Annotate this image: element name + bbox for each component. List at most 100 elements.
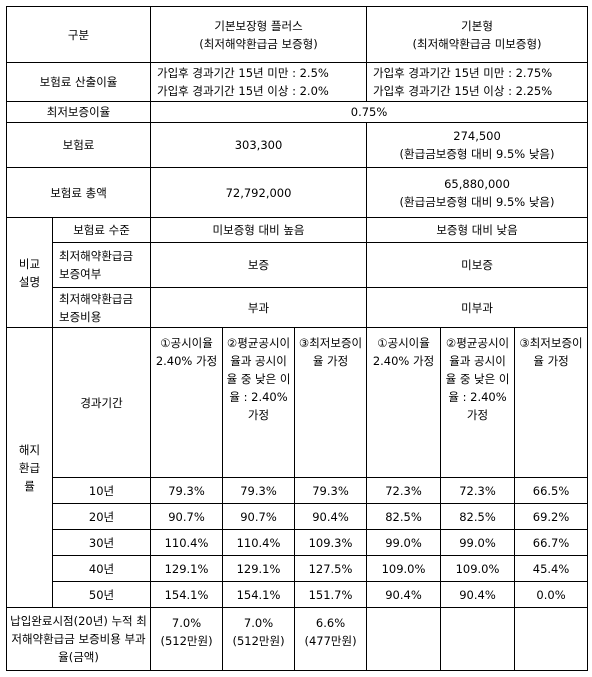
paid-line: (477만원) — [304, 634, 357, 648]
tr: 최저해약환급금 보증비용 부과 미부과 — [7, 287, 589, 328]
tr: 보험료 총액 72,792,000 65,880,000 (환급금보증형 대비 9… — [5, 167, 589, 218]
refund-row: 40년 129.1% 129.1% 127.5% 109.0% 109.0% 45.4% — [7, 555, 589, 582]
refund-row: 20년 90.7% 90.7% 90.4% 82.5% 82.5% 69.2% — [7, 503, 589, 530]
td: 가입후 경과기간 15년 미만 : 2.5% 가입후 경과기간 15년 이상 : … — [150, 62, 368, 102]
refund-row: 50년 154.1% 154.1% 151.7% 90.4% 90.4% 0.0% — [7, 581, 589, 608]
scenario: ②평균공시이율과 공시이율 중 낮은 이율 : 2.40% 가정 — [222, 327, 296, 478]
total-note: (환급금보증형 대비 9.5% 낮음) — [399, 194, 555, 209]
refund-rate: 90.7% — [150, 503, 224, 530]
comparison-table: 구분 기본보장형 플러스 (최저해약환급금 보증형) 기본형 (최저해약환급금 미보… — [5, 6, 589, 671]
rate-line: 가입후 경과기간 15년 이상 : 2.25% — [373, 84, 553, 98]
empty-cell — [366, 607, 442, 671]
period: 10년 — [51, 477, 152, 504]
paid-cell: 7.0% (512만원) — [222, 607, 296, 671]
cell: 미부과 — [366, 287, 589, 328]
cell: 보증형 대비 낮음 — [366, 217, 589, 243]
refund-row: 30년 110.4% 110.4% 109.3% 99.0% 99.0% 66.7% — [7, 529, 589, 556]
refund-rate: 109.0% — [440, 555, 516, 582]
paid-line: 7.0% — [243, 616, 274, 630]
paid-line: 6.6% — [315, 616, 346, 630]
product-name: 기본보장형 플러스 — [214, 18, 303, 33]
refund-rate: 127.5% — [294, 555, 368, 582]
td: 비교 설명 — [6, 217, 53, 328]
refund-rate: 79.3% — [294, 477, 368, 504]
refund-rate: 90.7% — [222, 503, 296, 530]
refund-rate: 79.3% — [222, 477, 296, 504]
total-value: 72,792,000 — [150, 167, 368, 218]
refund-rate: 72.3% — [440, 477, 516, 504]
refund-rate: 90.4% — [440, 581, 516, 608]
period: 20년 — [51, 503, 152, 530]
row-label: 보험료 산출이율 — [5, 62, 152, 102]
refund-rate: 109.3% — [294, 529, 368, 556]
refund-rate: 129.1% — [150, 555, 224, 582]
tr: 납입완료시점(20년) 누적 최저해약환급금 보증비용 부과율(금액) 7.0%… — [5, 607, 589, 671]
tbody: 구분 기본보장형 플러스 (최저해약환급금 보증형) 기본형 (최저해약환급금 미보… — [5, 6, 589, 671]
refund-rate: 0.0% — [514, 581, 589, 608]
scenario: ③최저보증이율 가정 — [294, 327, 368, 478]
paid-line: (512만원) — [160, 634, 213, 648]
tr: 보험료 303,300 274,500 (환급금보증형 대비 9.5% 낮음) — [5, 122, 589, 168]
cell: 미보증 — [366, 242, 589, 288]
row-label: 납입완료시점(20년) 누적 최저해약환급금 보증비용 부과율(금액) — [5, 607, 152, 671]
premium-note: (환급금보증형 대비 9.5% 낮음) — [399, 147, 555, 161]
td: 65,880,000 (환급금보증형 대비 9.5% 낮음) — [366, 167, 589, 218]
td: 기본형 (최저해약환급금 미보증형) — [366, 6, 589, 63]
cell: 미보증형 대비 높음 — [150, 217, 368, 243]
refund-rate: 110.4% — [150, 529, 224, 556]
paid-line: 7.0% — [171, 616, 202, 630]
refund-rate: 110.4% — [222, 529, 296, 556]
tr: 최저해약환급금 보증여부 보증 미보증 — [7, 242, 589, 288]
cell: 부과 — [150, 287, 368, 328]
scenario: ①공시이율 2.40% 가정 — [150, 327, 224, 478]
refund-rate: 82.5% — [366, 503, 442, 530]
group-label: 환급 — [18, 460, 41, 475]
refund-rate: 79.3% — [150, 477, 224, 504]
scenario: ②평균공시이율과 공시이율 중 낮은 이율 : 2.40% 가정 — [440, 327, 516, 478]
empty-cell — [440, 607, 516, 671]
empty-cell — [514, 607, 589, 671]
paid-line: (512만원) — [232, 634, 285, 648]
cell: 보증 — [150, 242, 368, 288]
tr: 해지 환급 률 경과기간 ①공시이율 2.40% 가정 ②평균공시이율과 공시이율 중… — [6, 327, 589, 608]
refund-rate: 109.0% — [366, 555, 442, 582]
paid-cell: 6.6% (477만원) — [294, 607, 368, 671]
refund-rate: 90.4% — [294, 503, 368, 530]
refund-rate: 82.5% — [440, 503, 516, 530]
refund-rate: 66.7% — [514, 529, 589, 556]
refund-rate: 154.1% — [222, 581, 296, 608]
refund-rate: 66.5% — [514, 477, 589, 504]
rate-line: 가입후 경과기간 15년 미만 : 2.5% — [157, 66, 329, 80]
scenario: ③최저보증이율 가정 — [514, 327, 589, 478]
group-label: 해지 — [18, 442, 41, 457]
rate-line: 가입후 경과기간 15년 이상 : 2.0% — [157, 84, 329, 98]
td: 274,500 (환급금보증형 대비 9.5% 낮음) — [366, 122, 589, 168]
period-label: 경과기간 — [51, 327, 152, 478]
refund-rate: 72.3% — [366, 477, 442, 504]
row-label: 최저보증이율 — [5, 101, 152, 123]
row-label: 최저해약환급금 보증여부 — [51, 242, 152, 288]
header-label: 구분 — [5, 6, 152, 63]
group-label: 률 — [24, 478, 35, 493]
period: 30년 — [51, 529, 152, 556]
row-label: 보험료 — [5, 122, 152, 168]
row-label: 보험료 총액 — [5, 167, 152, 218]
refund-rate: 45.4% — [514, 555, 589, 582]
row-label: 최저해약환급금 보증비용 — [51, 287, 152, 328]
refund-rate: 90.4% — [366, 581, 442, 608]
tr: 비교 설명 보험료 수준 미보증형 대비 높음 보증형 대비 낮음 — [6, 217, 589, 328]
refund-rate: 151.7% — [294, 581, 368, 608]
period: 50년 — [51, 581, 152, 608]
min-rate-value: 0.75% — [150, 101, 589, 123]
refund-rate: 69.2% — [514, 503, 589, 530]
tr: 보험료 산출이율 가입후 경과기간 15년 미만 : 2.5% 가입후 경과기간 … — [5, 62, 589, 102]
td: 가입후 경과기간 15년 미만 : 2.75% 가입후 경과기간 15년 이상 :… — [366, 62, 589, 102]
refund-rate: 129.1% — [222, 555, 296, 582]
refund-row: 10년 79.3% 79.3% 79.3% 72.3% 72.3% 66.5% — [7, 477, 589, 504]
rate-line: 가입후 경과기간 15년 미만 : 2.75% — [373, 66, 553, 80]
refund-rate: 154.1% — [150, 581, 224, 608]
refund-rate: 99.0% — [366, 529, 442, 556]
premium-value: 303,300 — [150, 122, 368, 168]
tr: 최저보증이율 0.75% — [5, 101, 589, 123]
